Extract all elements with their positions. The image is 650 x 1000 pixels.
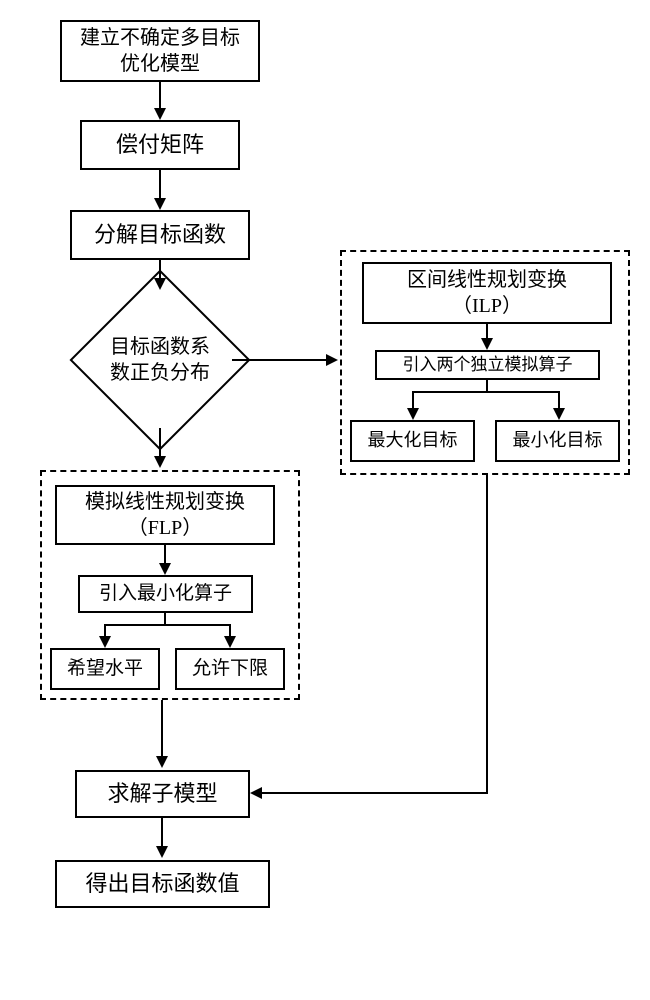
arrowhead-icon (156, 756, 168, 768)
arrowhead-icon (250, 787, 262, 799)
arrow (232, 359, 328, 361)
node-ilp-min-obj: 最小化目标 (495, 420, 620, 462)
arrowhead-icon (481, 338, 493, 350)
arrow (412, 391, 560, 393)
arrowhead-icon (224, 636, 236, 648)
arrowhead-icon (326, 354, 338, 366)
arrow (159, 260, 161, 280)
node-label: 区间线性规划变换（ILP） (407, 267, 567, 319)
arrow (164, 545, 166, 565)
arrowhead-icon (159, 563, 171, 575)
arrow (159, 82, 161, 110)
node-label: 分解目标函数 (94, 221, 226, 250)
node-ilp-two-operators: 引入两个独立模拟算子 (375, 350, 600, 380)
arrowhead-icon (154, 456, 166, 468)
arrow (486, 475, 488, 793)
arrow (159, 428, 161, 458)
node-build-model: 建立不确定多目标优化模型 (60, 20, 260, 82)
node-label: 模拟线性规划变换（FLP） (85, 489, 245, 541)
node-flp-allow-lower: 允许下限 (175, 648, 285, 690)
node-label: 引入最小化算子 (99, 582, 232, 607)
diamond-label: 目标函数系数正负分布 (110, 334, 210, 386)
node-label: 偿付矩阵 (116, 131, 204, 160)
arrowhead-icon (553, 408, 565, 420)
arrow (262, 792, 488, 794)
arrowhead-icon (156, 846, 168, 858)
node-label: 求解子模型 (107, 780, 217, 809)
node-result: 得出目标函数值 (55, 860, 270, 908)
decision-coeff-sign: 目标函数系数正负分布 (96, 296, 224, 424)
node-flp-min-operator: 引入最小化算子 (78, 575, 253, 613)
arrowhead-icon (154, 108, 166, 120)
node-label: 最大化目标 (368, 429, 458, 452)
node-ilp-transform: 区间线性规划变换（ILP） (362, 262, 612, 324)
node-label: 希望水平 (67, 657, 143, 682)
node-label: 得出目标函数值 (85, 870, 239, 899)
node-label: 最小化目标 (513, 429, 603, 452)
arrowhead-icon (154, 198, 166, 210)
node-flp-hope-level: 希望水平 (50, 648, 160, 690)
node-label: 引入两个独立模拟算子 (403, 354, 573, 376)
arrowhead-icon (99, 636, 111, 648)
node-label: 允许下限 (192, 657, 268, 682)
arrow (161, 818, 163, 848)
node-label: 建立不确定多目标优化模型 (80, 25, 240, 77)
arrow (104, 624, 230, 626)
arrowhead-icon (154, 278, 166, 290)
node-flp-transform: 模拟线性规划变换（FLP） (55, 485, 275, 545)
node-decompose-obj: 分解目标函数 (70, 210, 250, 260)
arrow (161, 700, 163, 758)
arrowhead-icon (407, 408, 419, 420)
node-payoff-matrix: 偿付矩阵 (80, 120, 240, 170)
node-ilp-max-obj: 最大化目标 (350, 420, 475, 462)
arrow (159, 170, 161, 200)
node-solve-submodel: 求解子模型 (75, 770, 250, 818)
